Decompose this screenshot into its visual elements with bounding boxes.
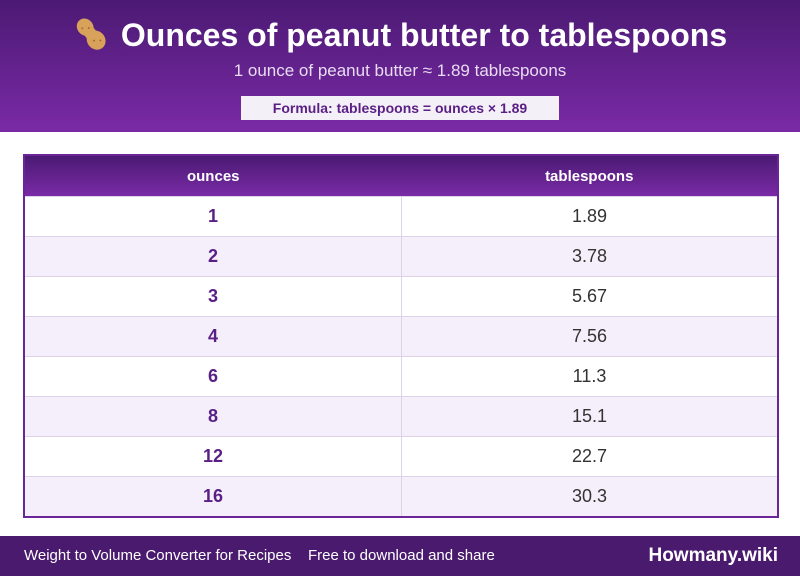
footer-middle: Free to download and share	[308, 547, 495, 564]
table-row: 4 7.56	[24, 316, 778, 357]
table-row: 2 3.78	[24, 236, 778, 277]
title: Ounces of peanut butter to tablespoons	[120, 17, 728, 53]
table-row: 1 1.89	[24, 196, 778, 237]
table-cell: 2	[24, 236, 402, 277]
header: Ounces of peanut butter to tablespoons 1…	[0, 0, 800, 132]
table-cell: 15.1	[401, 396, 778, 437]
subtitle: 1 ounce of peanut butter ≈ 1.89 tablespo…	[233, 61, 567, 80]
formula: Formula: tablespoons = ounces × 1.89	[241, 96, 559, 120]
table-cell: 11.3	[401, 356, 778, 397]
table-cell: 4	[24, 316, 402, 357]
table-cell: 1	[24, 196, 402, 237]
column-header: tablespoons	[401, 155, 778, 197]
brand: Howmany.wiki	[648, 545, 778, 566]
table-cell: 5.67	[401, 276, 778, 317]
table-cell: 3	[24, 276, 402, 317]
table-cell: 12	[24, 436, 402, 477]
table-cell: 8	[24, 396, 402, 437]
table-row: 12 22.7	[24, 436, 778, 477]
table-cell: 30.3	[401, 476, 778, 517]
table-cell: 6	[24, 356, 402, 397]
footer: Weight to Volume Converter for Recipes F…	[0, 536, 800, 576]
table-cell: 7.56	[401, 316, 778, 357]
table-row: 3 5.67	[24, 276, 778, 317]
header-row: ounces tablespoons	[24, 155, 778, 197]
table-cell: 16	[24, 476, 402, 517]
table-cell: 3.78	[401, 236, 778, 277]
table-row: 8 15.1	[24, 396, 778, 437]
table-row: 6 11.3	[24, 356, 778, 397]
peanut-icon	[76, 18, 106, 50]
table-cell: 22.7	[401, 436, 778, 477]
table-row: 16 30.3	[24, 476, 778, 517]
footer-left: Weight to Volume Converter for Recipes	[24, 547, 292, 564]
conversion-table: ounces tablespoons 1 1.89 2 3.78 3 5.67 4 7.56 6 1…	[23, 154, 779, 518]
column-header: ounces	[24, 155, 402, 197]
table-cell: 1.89	[401, 196, 778, 237]
title-row: Ounces of peanut butter to tablespoons	[0, 14, 800, 56]
